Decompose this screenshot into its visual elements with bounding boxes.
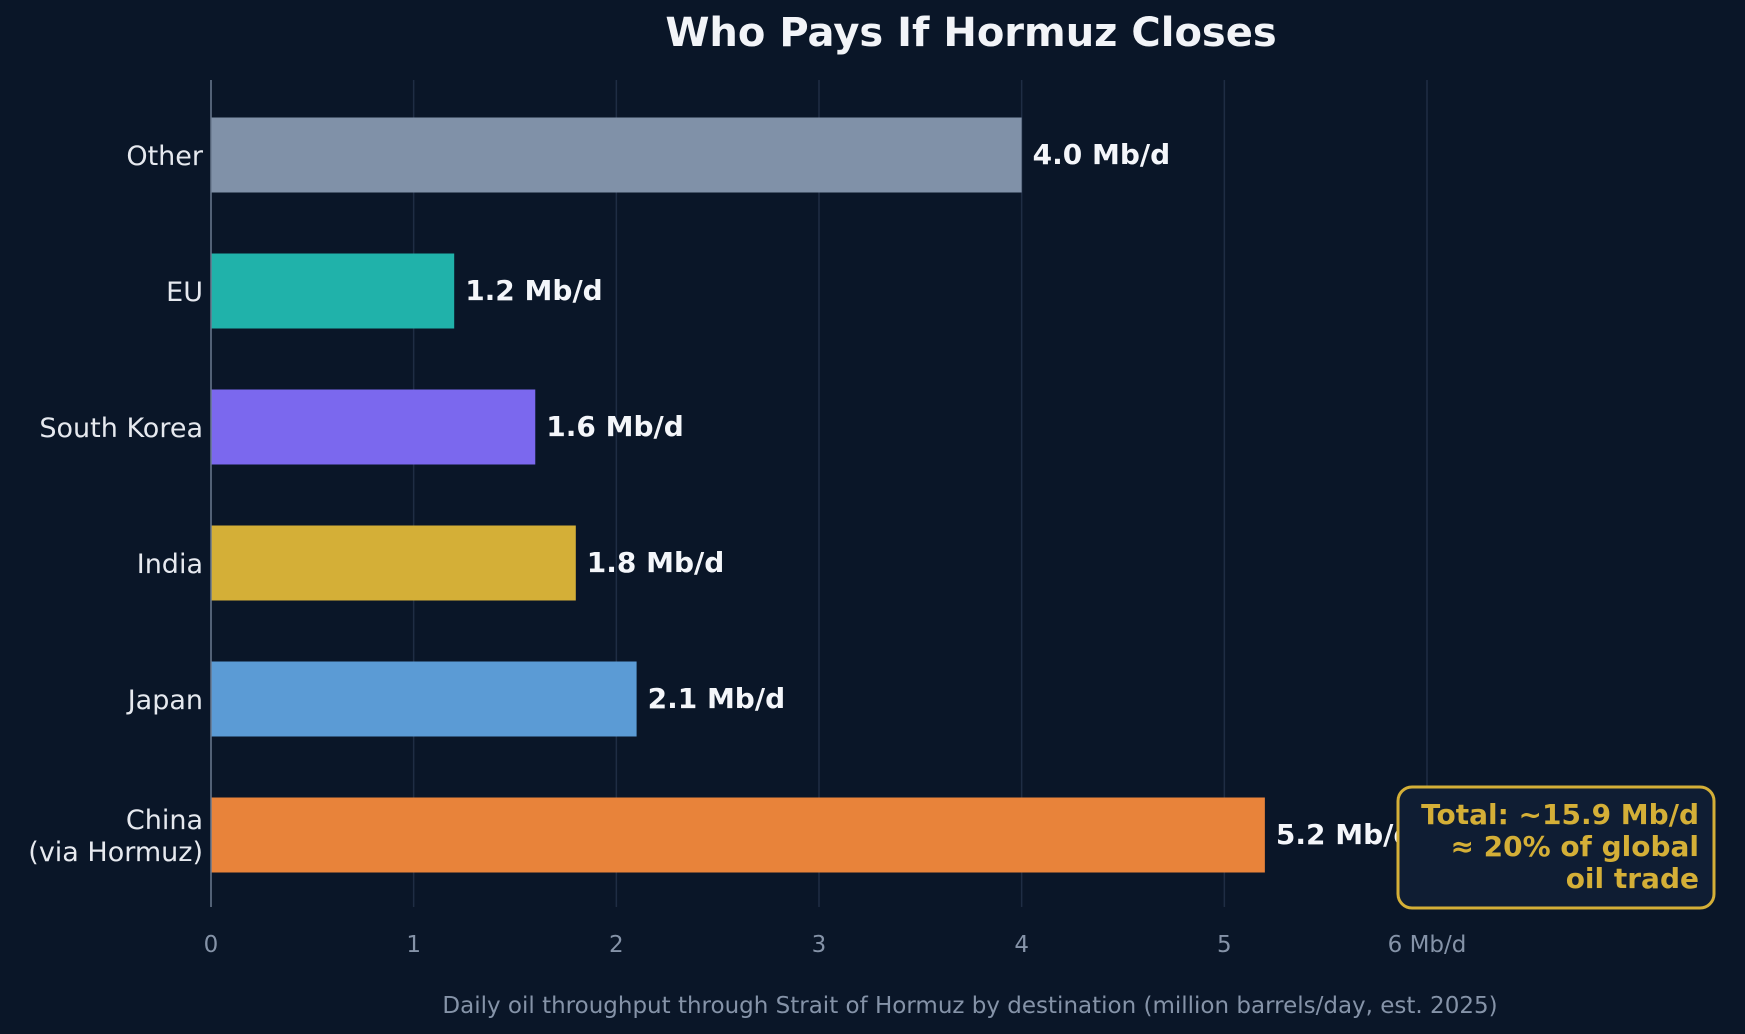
annotation-box <box>1396 785 1716 910</box>
x-tick-label: 3 <box>812 932 827 958</box>
x-tick-label: 6 Mb/d <box>1388 932 1467 958</box>
x-tick-label: 4 <box>1014 932 1029 958</box>
annotation-line: oil trade <box>1566 862 1699 895</box>
bar <box>211 253 455 329</box>
value-label: 5.2 Mb/d <box>1276 818 1414 851</box>
category-label: China <box>126 805 203 836</box>
value-labels: 5.2 Mb/d 2.1 Mb/d 1.8 Mb/d 1.6 Mb/d 1.2 Mb/d… <box>465 138 1413 851</box>
category-label: India <box>137 549 203 580</box>
value-label: 1.2 Mb/d <box>465 274 603 307</box>
value-label: 1.8 Mb/d <box>587 546 725 579</box>
bar <box>211 797 1265 873</box>
bar <box>211 117 1022 193</box>
bar <box>211 389 536 465</box>
category-label: Other <box>126 141 204 172</box>
grid-lines <box>412 80 1428 907</box>
x-tick-label: 2 <box>609 932 624 958</box>
category-label: EU <box>166 277 203 308</box>
category-label: (via Hormuz) <box>28 837 203 868</box>
category-label: South Korea <box>39 413 203 444</box>
x-tick-label: 0 <box>204 932 219 958</box>
value-label: 2.1 Mb/d <box>648 682 786 715</box>
category-labels: China(via Hormuz) Japan India South Korea EU… <box>28 141 204 868</box>
bar <box>211 661 637 737</box>
chart-title: Who Pays If Hormuz Closes <box>665 10 1276 56</box>
value-label: 1.6 Mb/d <box>546 410 684 443</box>
x-tick-labels: 0 1 2 3 4 5 6 Mb/d <box>204 932 1467 958</box>
value-label: 4.0 Mb/d <box>1033 138 1171 171</box>
x-axis-caption: Daily oil throughput through Strait of H… <box>442 993 1497 1019</box>
annotation-line: Total: ~15.9 Mb/d <box>1421 798 1699 831</box>
x-tick-label: 1 <box>406 932 421 958</box>
x-tick-label: 5 <box>1217 932 1232 958</box>
category-label: Japan <box>126 685 203 716</box>
bar <box>211 525 576 601</box>
bar-series <box>211 117 1265 873</box>
annotation-line: ≈ 20% of global <box>1450 830 1699 863</box>
